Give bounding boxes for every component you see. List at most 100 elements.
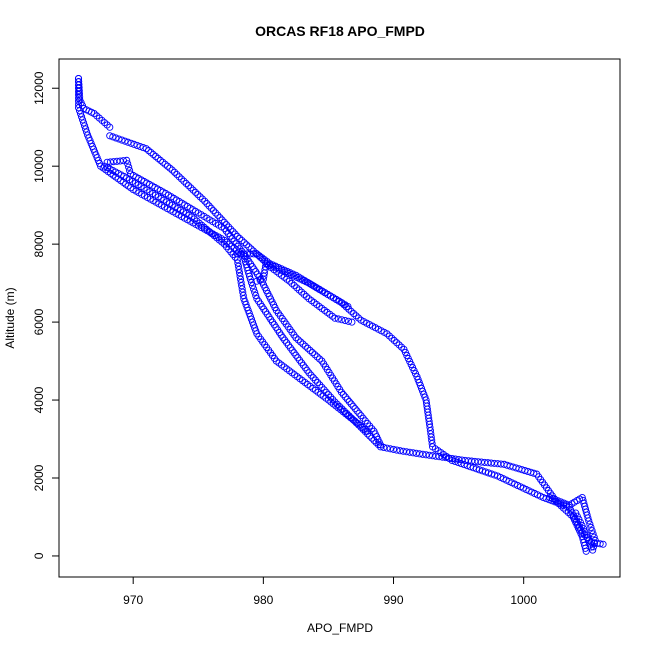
data-point (130, 140, 138, 148)
data-point (316, 355, 324, 363)
data-point (236, 234, 244, 242)
data-point (587, 543, 595, 551)
data-point (488, 470, 496, 478)
data-point (256, 276, 264, 284)
data-point (389, 445, 398, 453)
y-tick-label: 0 (32, 552, 46, 559)
data-point (247, 278, 255, 287)
data-point (205, 227, 213, 236)
data-point (359, 423, 367, 431)
data-point (393, 446, 401, 454)
data-point (376, 441, 385, 449)
data-point (351, 405, 359, 413)
x-tick-label: 990 (384, 593, 404, 607)
data-point (393, 339, 401, 347)
data-point (428, 440, 436, 448)
data-point (173, 170, 181, 179)
data-point (216, 214, 224, 222)
y-tick-label: 6000 (32, 308, 46, 335)
data-point (383, 444, 391, 452)
data-point (586, 540, 594, 548)
data-point (201, 197, 209, 205)
y-tick-label: 12000 (32, 71, 46, 105)
data-point (300, 290, 308, 298)
data-point (316, 381, 324, 389)
data-point (292, 334, 300, 342)
x-tick-label: 970 (123, 593, 143, 607)
data-point (339, 391, 347, 399)
data-point (332, 402, 340, 410)
data-point (175, 173, 183, 181)
data-point (147, 148, 155, 157)
data-point (329, 400, 337, 408)
data-point (77, 110, 85, 118)
data-point (334, 404, 342, 412)
data-point (214, 211, 222, 219)
data-point (145, 147, 153, 155)
data-point (196, 193, 204, 201)
data-point (309, 374, 317, 382)
data-point (139, 144, 147, 152)
data-point (285, 277, 293, 285)
data-point (347, 307, 355, 315)
data-point (585, 537, 593, 545)
data-point (180, 177, 188, 185)
data-point (395, 341, 403, 349)
data-point (386, 445, 394, 453)
data-point (208, 230, 216, 238)
data-point (472, 465, 480, 473)
data-point (295, 286, 303, 294)
data-point (213, 234, 221, 242)
data-point (363, 427, 372, 435)
data-point (582, 547, 590, 555)
data-point (299, 340, 307, 348)
data-point (246, 275, 254, 283)
data-point (586, 520, 594, 528)
data-point (79, 116, 87, 124)
data-point (589, 530, 597, 538)
data-point (194, 191, 202, 199)
x-axis: 970 980 990 1000 (123, 577, 537, 607)
data-point (142, 145, 150, 153)
data-point (236, 272, 244, 280)
data-point (341, 393, 349, 401)
data-point (567, 511, 575, 519)
data-point (347, 400, 355, 408)
data-point (344, 317, 353, 325)
y-tick-label: 4000 (32, 386, 46, 413)
data-point (297, 338, 305, 346)
data-point (583, 534, 592, 542)
data-point (311, 376, 319, 384)
data-point (78, 113, 86, 121)
data-point (123, 156, 131, 164)
data-point (305, 369, 313, 377)
data-point (343, 395, 351, 403)
plot-frame (58, 58, 621, 578)
data-point (344, 412, 352, 420)
data-point (351, 417, 359, 426)
data-point (248, 282, 257, 290)
data-point (118, 136, 126, 144)
data-point (350, 310, 358, 318)
data-point (402, 448, 411, 456)
data-point (396, 447, 404, 455)
data-point (187, 184, 195, 192)
data-point (336, 403, 344, 411)
data-point (238, 282, 246, 290)
data-point (190, 215, 198, 223)
data-point (250, 285, 258, 293)
data-point (354, 314, 363, 322)
data-point (399, 447, 407, 455)
data-point (136, 142, 144, 151)
data-point (80, 119, 88, 127)
data-point (478, 467, 487, 475)
data-point (361, 425, 369, 433)
data-point (252, 327, 260, 335)
data-point (318, 383, 326, 391)
data-point (311, 351, 319, 359)
data-point (341, 410, 350, 418)
data-point (112, 134, 120, 142)
data-point (481, 468, 490, 476)
data-point (354, 419, 362, 427)
data-point (390, 336, 398, 345)
